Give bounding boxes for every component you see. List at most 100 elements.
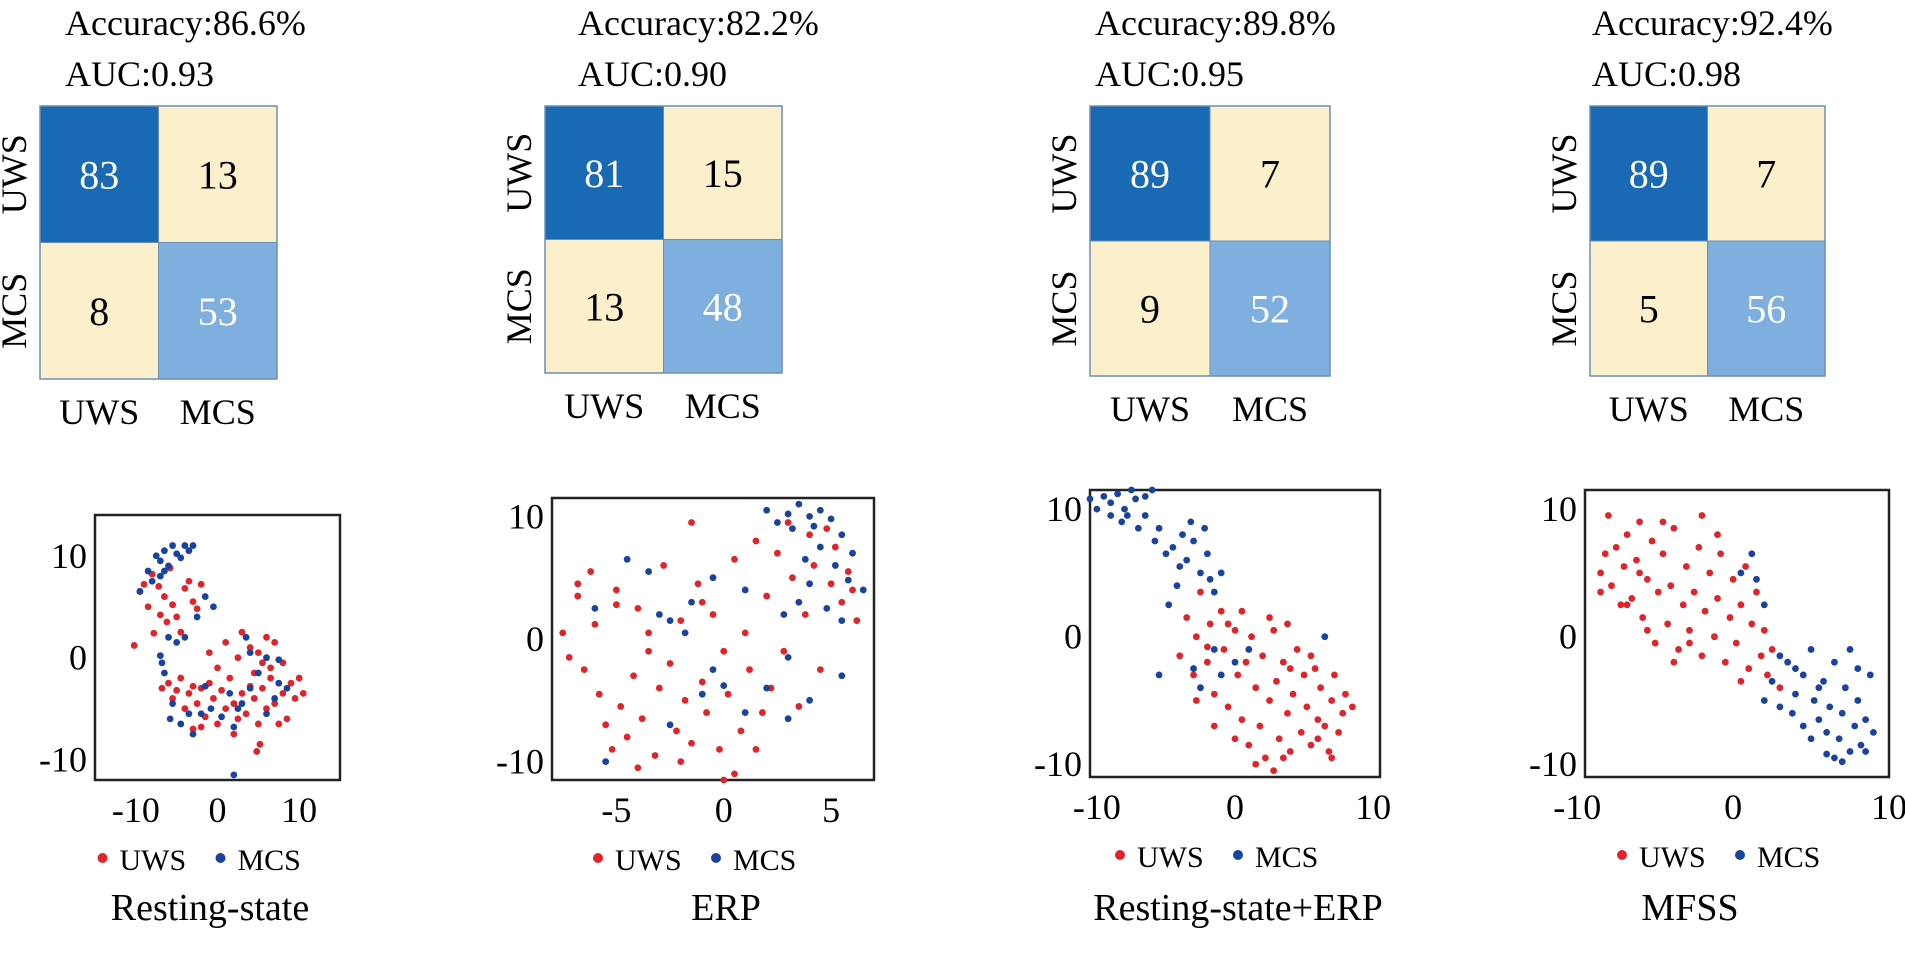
uws-point xyxy=(1639,614,1647,621)
legend: UWS MCS xyxy=(1617,841,1820,874)
x-tick-label: -10 xyxy=(1553,787,1601,827)
uws-point xyxy=(1721,658,1729,666)
mcs-point xyxy=(1123,512,1131,519)
auc-label: AUC:0.98 xyxy=(1592,54,1741,94)
uws-point xyxy=(1339,709,1347,717)
uws-point xyxy=(591,620,599,628)
matrix-value: 15 xyxy=(703,151,743,196)
legend-mcs-label: MCS xyxy=(733,844,796,877)
uws-point xyxy=(816,666,824,674)
uws-point xyxy=(1300,671,1308,679)
uws-point xyxy=(1266,614,1273,621)
mcs-point xyxy=(816,543,824,551)
uws-point xyxy=(1266,697,1273,704)
mcs-point xyxy=(1245,646,1253,653)
uws-point xyxy=(222,639,230,646)
uws-point xyxy=(189,598,197,606)
uws-point xyxy=(1297,728,1305,736)
uws-point xyxy=(1675,646,1682,653)
matrix-cell xyxy=(39,105,159,243)
matrix-value: 89 xyxy=(1130,152,1170,197)
uws-point xyxy=(1220,646,1228,653)
confusion-matrix-3: Accuracy:89.8% AUC:0.95 89 7 9 52 UWS MCS UWS MCS xyxy=(1044,3,1336,429)
mcs-point xyxy=(1823,750,1831,758)
uws-point xyxy=(205,649,213,656)
uws-point xyxy=(1210,690,1218,698)
y-tick-label: 10 xyxy=(51,536,87,576)
mcs-point xyxy=(1210,588,1218,596)
uws-point xyxy=(731,770,738,778)
uws-point xyxy=(1331,671,1338,679)
mcs-point xyxy=(1857,741,1865,749)
uws-point xyxy=(1307,652,1315,660)
mcs-point xyxy=(838,531,846,539)
legend-mcs-label: MCS xyxy=(238,844,301,877)
uws-point xyxy=(169,695,176,702)
uws-point xyxy=(1259,652,1267,660)
row-label: MCS xyxy=(499,268,539,344)
mcs-point xyxy=(158,659,166,667)
row-label: UWS xyxy=(1044,134,1084,214)
mcs-point xyxy=(1217,671,1225,679)
uws-point xyxy=(1710,633,1718,641)
uws-point xyxy=(267,674,274,682)
uws-point xyxy=(1764,671,1771,679)
legend-uws-marker xyxy=(97,853,108,863)
uws-point xyxy=(169,601,176,609)
mcs-point xyxy=(1190,537,1197,545)
uws-point xyxy=(1252,760,1260,768)
uws-point xyxy=(1768,646,1776,653)
uws-point xyxy=(1238,716,1246,723)
uws-point xyxy=(1737,601,1745,609)
uws-point xyxy=(197,580,205,588)
plot-frame xyxy=(1583,488,1891,779)
uws-point xyxy=(1776,684,1784,692)
x-tick-label: 0 xyxy=(209,790,227,830)
uws-point xyxy=(165,679,172,687)
uws-point xyxy=(271,639,279,646)
matrix-value: 48 xyxy=(703,284,743,329)
mcs-point xyxy=(1835,735,1843,743)
uws-point xyxy=(1217,607,1225,615)
uws-point xyxy=(1659,518,1667,526)
mcs-point xyxy=(806,580,813,588)
mcs-point xyxy=(1753,575,1760,583)
uws-point xyxy=(823,525,831,533)
mcs-point xyxy=(1760,697,1768,704)
uws-point xyxy=(780,647,788,655)
panel-title: Resting-state xyxy=(111,887,309,929)
confusion-matrix-1: Accuracy:86.6% AUC:0.93 83 13 8 53 UWS MCS UWS MC… xyxy=(0,3,306,432)
row-label: MCS xyxy=(1044,270,1084,346)
mcs-point xyxy=(645,568,652,575)
uws-point xyxy=(181,705,189,713)
x-tick-label: -10 xyxy=(112,790,160,830)
mcs-point xyxy=(1737,569,1745,577)
legend: UWS MCS xyxy=(97,844,301,877)
mcs-point xyxy=(234,705,242,713)
uws-point xyxy=(155,582,163,590)
matrix-cell xyxy=(158,105,278,243)
uws-point xyxy=(1275,735,1283,743)
uws-point xyxy=(1732,639,1740,647)
uws-point xyxy=(271,700,279,707)
uws-point xyxy=(1325,748,1333,755)
uws-point xyxy=(789,574,796,582)
mcs-point xyxy=(165,633,172,641)
matrix-cell xyxy=(1707,105,1826,242)
uws-point xyxy=(1664,620,1672,628)
uws-point xyxy=(1328,754,1336,762)
mcs-point xyxy=(1231,658,1239,666)
matrix-cell xyxy=(1209,240,1331,377)
uws-point xyxy=(1176,652,1184,660)
col-label: UWS xyxy=(59,392,139,432)
uws-point xyxy=(634,604,642,612)
y-tick-label: 10 xyxy=(1541,489,1577,529)
mcs-point xyxy=(789,525,796,533)
auc-label: AUC:0.93 xyxy=(65,54,214,94)
mcs-point xyxy=(816,506,824,514)
y-tick-label: -10 xyxy=(39,740,87,780)
mcs-point xyxy=(1197,569,1204,577)
mcs-point xyxy=(1134,524,1142,532)
uws-point xyxy=(144,603,152,611)
